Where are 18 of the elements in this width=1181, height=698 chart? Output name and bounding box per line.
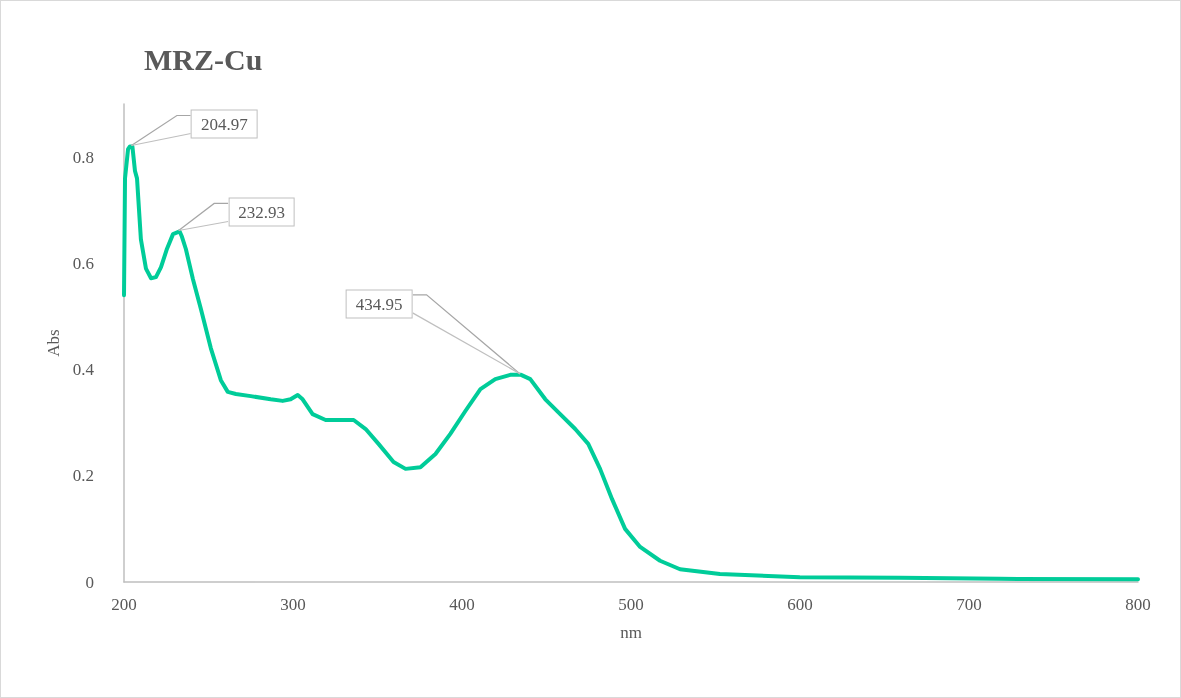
x-tick-label: 700 [956,595,982,614]
annotation: 204.97 [191,109,258,139]
y-axis-title: Abs [43,329,63,357]
x-tick-label: 800 [1125,595,1151,614]
y-tick-label: 0.2 [72,466,94,486]
annotation: 232.93 [228,197,296,227]
x-tick-label: 600 [787,595,813,614]
chart-title: MRZ-Cu [144,42,263,76]
x-tick-label: 300 [280,595,306,614]
y-tick-label: 0.4 [72,360,95,380]
y-tick-label: 0.6 [72,253,94,273]
x-axis-title: nm [620,623,642,642]
y-tick-label: 0 [85,572,94,592]
x-tick-label: 500 [618,595,644,614]
x-tick-label: 200 [111,595,137,614]
x-tick-label: 400 [449,595,475,614]
y-tick-label: 0.8 [72,147,94,167]
annotation: 434.95 [345,289,413,319]
